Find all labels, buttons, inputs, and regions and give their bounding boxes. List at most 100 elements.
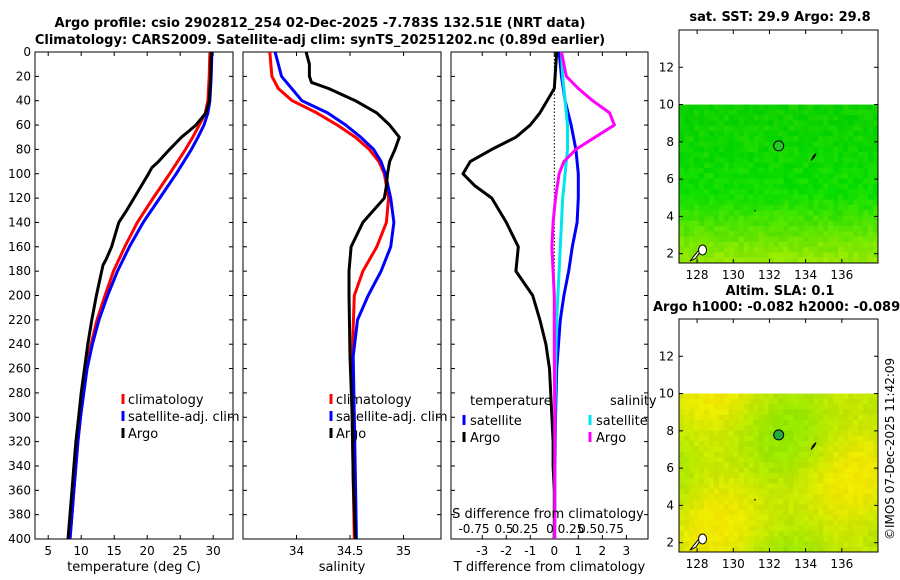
map-cell xyxy=(683,231,690,237)
map-cell xyxy=(733,441,740,447)
map-cell xyxy=(679,546,685,553)
map-cell xyxy=(738,231,745,237)
map-cell xyxy=(718,109,725,116)
map-cell xyxy=(688,398,695,405)
map-cell xyxy=(838,430,844,437)
map-cell xyxy=(823,189,829,195)
map-cell xyxy=(733,478,740,484)
map-cell xyxy=(713,546,720,553)
map-cell xyxy=(783,120,789,127)
plot-frame-salinity xyxy=(242,51,442,540)
map-cell xyxy=(703,430,710,437)
map-cell xyxy=(778,499,784,505)
map-cell xyxy=(798,125,804,132)
map-cell xyxy=(688,141,695,148)
map-cell xyxy=(843,167,849,174)
map-cell xyxy=(798,435,804,442)
map-cell xyxy=(708,541,715,548)
map-cell xyxy=(873,393,879,400)
map-cell xyxy=(743,146,750,153)
map-cell xyxy=(863,231,869,237)
map-cell xyxy=(793,419,799,426)
map-cell xyxy=(838,194,844,201)
map-cell xyxy=(793,141,799,148)
map-cell xyxy=(813,546,819,553)
map-cell xyxy=(793,104,799,111)
map-cell xyxy=(743,247,750,253)
map-cell xyxy=(698,210,705,216)
map-cell xyxy=(698,414,705,421)
map-cell xyxy=(813,157,819,164)
map-cell xyxy=(818,414,824,421)
map-cell xyxy=(793,456,799,463)
map-cell xyxy=(708,525,715,532)
map-cell xyxy=(743,104,750,111)
map-cell xyxy=(858,504,864,511)
map-cell xyxy=(753,409,760,416)
map-cell xyxy=(863,430,869,437)
map-cell xyxy=(763,236,769,243)
map-cell xyxy=(688,109,695,116)
map-cell xyxy=(793,241,799,248)
map-cell xyxy=(758,525,764,532)
map-cell xyxy=(748,520,755,526)
map-cell xyxy=(743,204,750,211)
map-cell xyxy=(798,509,804,516)
map-cell xyxy=(683,241,690,248)
map-cell xyxy=(838,109,844,116)
map-cell xyxy=(733,483,740,490)
map-cell xyxy=(868,104,874,111)
map-cell xyxy=(693,215,700,222)
map-cell xyxy=(679,157,685,164)
map-cell xyxy=(763,136,769,142)
map-cell xyxy=(783,483,789,490)
map-cell xyxy=(803,467,809,474)
map-cell xyxy=(738,509,745,516)
map-cell xyxy=(738,419,745,426)
map-cell xyxy=(778,130,784,137)
map-cell xyxy=(843,257,849,264)
map-cell xyxy=(848,483,854,490)
map-cell xyxy=(803,136,809,142)
map-cell xyxy=(808,120,814,127)
map-cell xyxy=(763,167,769,174)
map-cell xyxy=(753,146,760,153)
map-cell xyxy=(793,430,799,437)
map-cell xyxy=(748,530,755,537)
map-cell xyxy=(788,414,794,421)
map-cell xyxy=(853,515,859,521)
map-cell xyxy=(743,520,750,526)
map-cell xyxy=(688,435,695,442)
map-cell xyxy=(858,435,864,442)
map-cell xyxy=(853,478,859,484)
map-cell xyxy=(798,109,804,116)
map-cell xyxy=(688,536,695,542)
map-cell xyxy=(873,226,879,232)
map-cell xyxy=(868,441,874,447)
map-cell xyxy=(838,451,844,458)
map-cell xyxy=(788,488,794,495)
map-cell xyxy=(693,146,700,153)
ytick-label: 300 xyxy=(8,410,31,424)
map-cell xyxy=(758,393,764,400)
map-cell xyxy=(783,236,789,243)
map-cell xyxy=(788,215,794,222)
map-cell xyxy=(768,157,774,164)
map-cell xyxy=(863,393,869,400)
map-cell xyxy=(868,226,874,232)
map-cell xyxy=(793,536,799,542)
map-cell xyxy=(763,488,769,495)
map-cell xyxy=(783,515,789,521)
map-cell xyxy=(803,220,809,227)
map-cell xyxy=(733,178,740,185)
map-cell xyxy=(798,536,804,542)
map-cell xyxy=(758,210,764,216)
map-cell xyxy=(743,115,750,121)
map-cell xyxy=(808,472,814,479)
map-cell xyxy=(848,414,854,421)
map-cell xyxy=(773,178,779,185)
map-cell xyxy=(788,157,794,164)
map-cell xyxy=(738,189,745,195)
map-cell xyxy=(698,157,705,164)
map-cell xyxy=(708,109,715,116)
